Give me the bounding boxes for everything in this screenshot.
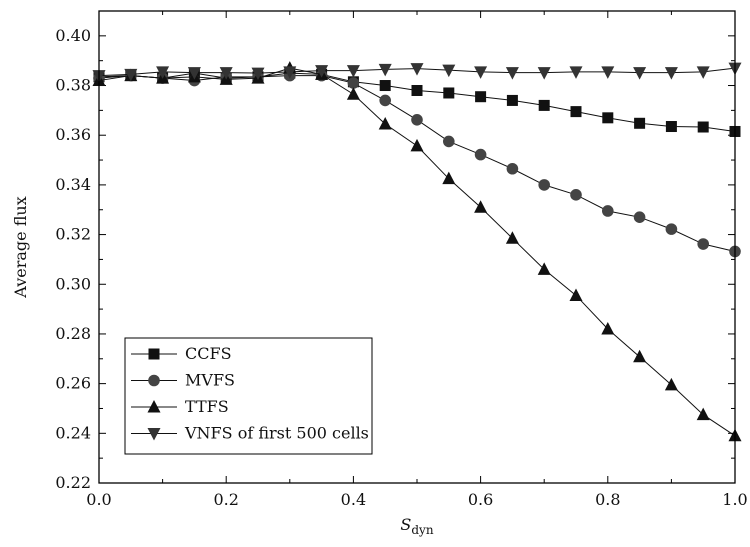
x-tick-label: 0.2 — [213, 490, 238, 509]
x-tick-label: 0.0 — [86, 490, 111, 509]
data-point — [124, 68, 138, 82]
plot-frame — [98, 10, 736, 484]
y-tick-label: 0.28 — [55, 324, 91, 343]
data-point — [696, 407, 710, 421]
legend-label: MVFS — [185, 371, 235, 390]
data-point — [347, 77, 360, 89]
data-point — [475, 91, 487, 103]
data-point — [474, 148, 487, 161]
data-point — [346, 65, 360, 78]
data-point — [601, 321, 615, 335]
data-point — [633, 67, 647, 80]
legend-label: CCFS — [185, 344, 232, 363]
data-point — [570, 106, 582, 118]
data-point — [410, 63, 424, 76]
x-tick-label: 0.8 — [595, 490, 620, 509]
legend-label: TTFS — [185, 397, 229, 416]
data-point — [570, 189, 582, 201]
data-point — [283, 66, 297, 79]
x-tick-label: 1.0 — [722, 490, 747, 509]
data-point — [506, 162, 519, 175]
data-point — [442, 171, 456, 185]
data-point — [443, 87, 455, 99]
data-point — [665, 223, 678, 235]
data-point — [633, 211, 646, 223]
y-tick-label: 0.38 — [55, 76, 91, 95]
legend-item: MVFS — [131, 371, 235, 390]
x-tick-label: 0.4 — [341, 490, 366, 509]
legend-item: TTFS — [131, 397, 229, 416]
legend-marker — [147, 400, 161, 413]
data-point — [410, 138, 424, 152]
data-point — [697, 121, 709, 133]
y-tick-label: 0.36 — [55, 125, 91, 144]
data-point — [505, 67, 519, 80]
y-tick-label: 0.40 — [55, 26, 91, 45]
data-point — [697, 238, 709, 250]
x-axis-label-main: S — [400, 515, 411, 534]
data-point — [411, 84, 423, 96]
data-point — [537, 67, 551, 80]
data-point — [379, 80, 391, 92]
series-vnfs-of-first-500-cells — [92, 62, 742, 83]
data-point — [664, 377, 678, 391]
legend-marker — [147, 428, 161, 441]
data-point — [506, 94, 518, 106]
x-tick-label: 0.6 — [468, 490, 493, 509]
data-point — [315, 65, 329, 78]
legend-item: CCFS — [131, 344, 232, 363]
data-point — [251, 67, 265, 81]
data-point — [378, 63, 392, 77]
data-point — [537, 262, 551, 275]
data-point — [665, 121, 677, 133]
x-axis-label: Sdyn — [400, 515, 433, 537]
data-point — [602, 205, 614, 217]
data-point — [443, 135, 455, 148]
data-point — [569, 66, 583, 79]
data-point — [442, 64, 456, 78]
data-point — [601, 66, 615, 79]
legend: CCFS MVFS TTFS VNFS of first 500 cells — [124, 337, 373, 455]
x-axis-label-sub: dyn — [411, 523, 433, 537]
series-line — [98, 75, 736, 252]
legend-item: VNFS of first 500 cells — [131, 424, 369, 443]
legend-box — [124, 337, 373, 455]
y-tick-label: 0.30 — [55, 274, 91, 293]
data-point — [156, 66, 170, 79]
legend-marker — [148, 348, 160, 360]
y-tick-label: 0.26 — [55, 374, 91, 393]
data-point — [474, 200, 488, 213]
data-point — [664, 67, 678, 80]
data-point — [569, 288, 583, 301]
data-point — [602, 112, 614, 124]
data-point — [634, 117, 646, 129]
data-point — [411, 114, 423, 126]
data-point — [474, 66, 488, 79]
y-tick-label: 0.22 — [55, 473, 91, 492]
y-tick-label: 0.34 — [55, 175, 91, 194]
series-mvfs — [93, 69, 741, 258]
data-point — [505, 231, 519, 244]
y-axis-label: Average flux — [11, 196, 30, 298]
data-point — [219, 67, 233, 80]
data-point — [538, 179, 550, 191]
data-point — [696, 66, 710, 79]
data-point — [378, 117, 392, 130]
axis-ticks: 0.0 0.2 0.4 0.6 0.8 1.0 0.22 0.24 0.26 0.28 0.30 0.… — [55, 11, 748, 509]
y-tick-label: 0.24 — [55, 423, 91, 442]
data-point — [379, 94, 392, 107]
legend-marker — [148, 374, 160, 387]
legend-label: VNFS of first 500 cells — [184, 424, 369, 443]
data-point — [633, 349, 647, 363]
data-point — [187, 67, 201, 80]
data-point — [538, 99, 550, 111]
series-group — [92, 61, 742, 442]
data-point — [346, 87, 360, 100]
y-tick-label: 0.32 — [55, 225, 91, 244]
